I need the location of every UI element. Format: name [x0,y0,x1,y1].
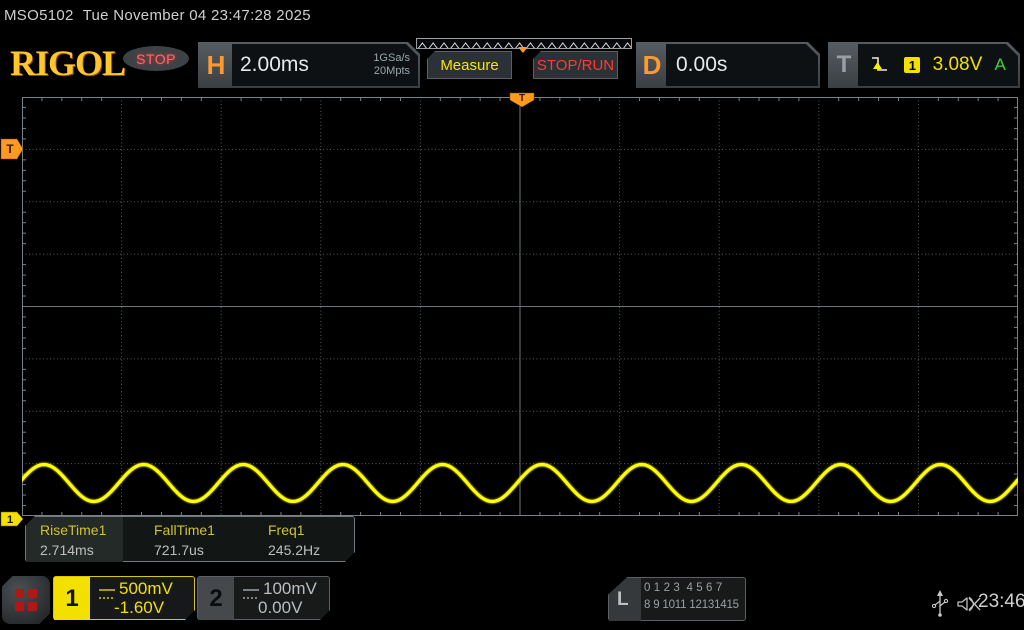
svg-text:1: 1 [7,514,13,526]
svg-text:T: T [6,142,14,156]
